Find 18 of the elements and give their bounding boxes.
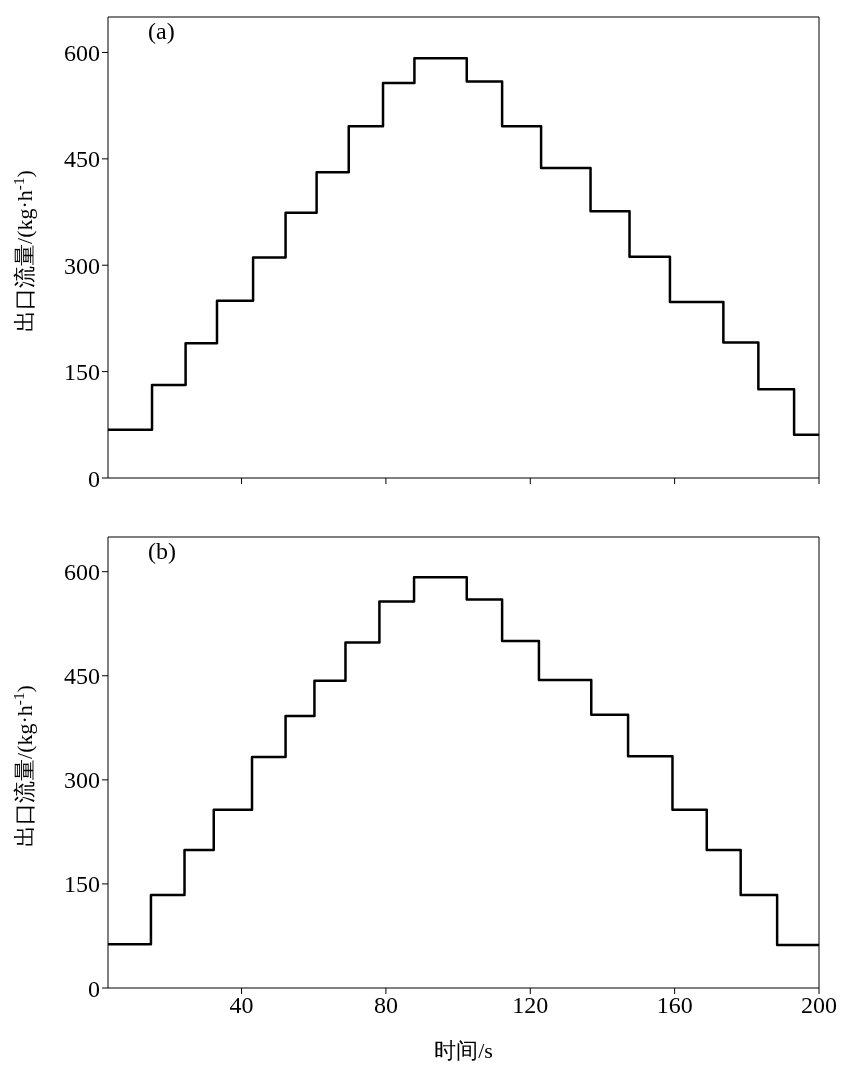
annotation: (b) [148,538,176,565]
y-tick-label: 300 [64,767,100,794]
x-tick-label: 80 [373,992,398,1019]
y-tick-label: 0 [88,465,100,492]
annotation: (a) [148,18,175,45]
y-tick-label: 150 [64,359,100,386]
y-tick-label: 600 [64,39,100,66]
x-tick-label: 40 [229,992,254,1019]
y-tick-label: 0 [88,975,100,1002]
y-tick-label: 150 [64,871,100,898]
x-axis-title: 时间/s [434,1038,493,1063]
x-tick-label: 120 [512,992,549,1019]
y-tick-label: 300 [64,252,100,279]
x-tick-label: 200 [801,992,837,1019]
y-tick-label: 450 [64,146,100,173]
x-tick-label: 160 [656,992,693,1019]
y-tick-label: 600 [64,559,100,586]
y-tick-label: 450 [64,663,100,690]
